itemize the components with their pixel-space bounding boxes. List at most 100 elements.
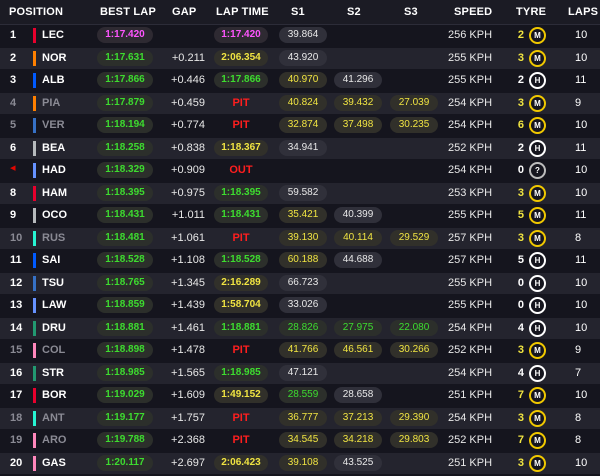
tyre-age: 2 xyxy=(517,141,524,154)
sector-2-time: 39.432 xyxy=(334,94,382,111)
table-row[interactable]: ◂ HAD 1:18.329 +0.909 OUT 254 KPH 0? 10 xyxy=(0,160,600,181)
driver-code[interactable]: RUS xyxy=(42,231,66,244)
header-tyre[interactable]: TYRE xyxy=(516,6,547,18)
sector-3-time: 27.039 xyxy=(390,94,438,111)
best-lap-time: 1:17.879 xyxy=(97,94,153,111)
last-lap-time: 2:06.354 xyxy=(214,49,268,66)
table-row[interactable]: 17 BOR 1:19.029 +1.609 1:49.152 28.559 28.658 2… xyxy=(0,385,600,406)
driver-code[interactable]: HAM xyxy=(42,186,68,199)
tyre-age: 3 xyxy=(517,344,524,356)
driver-code[interactable]: NOR xyxy=(42,51,67,64)
tyre-compound-icon: M xyxy=(529,229,546,247)
team-color-bar xyxy=(33,73,36,88)
driver-code[interactable]: DRU xyxy=(42,321,66,334)
gap-to-leader: +1.565 xyxy=(171,366,205,379)
header-position[interactable]: POSITION xyxy=(9,6,64,18)
sector-1-time: 60.188 xyxy=(279,252,327,268)
sector-2-time: 46.561 xyxy=(334,342,382,358)
driver-code[interactable]: VER xyxy=(42,119,65,131)
lap-count: 10 xyxy=(575,119,588,131)
position-number: 8 xyxy=(10,186,17,199)
speed-trap: 252 KPH xyxy=(448,141,493,154)
table-row[interactable]: 18 ANT 1:19.177 +1.757 PIT 36.777 37.213 29.390… xyxy=(0,407,600,429)
lap-count: 10 xyxy=(575,186,588,199)
driver-code[interactable]: ARO xyxy=(42,434,67,446)
driver-code[interactable]: BOR xyxy=(42,389,67,401)
lap-count: 9 xyxy=(575,96,582,109)
last-lap-time: 1:18.985 xyxy=(214,364,268,381)
driver-code[interactable]: ANT xyxy=(42,411,65,424)
driver-code[interactable]: ALB xyxy=(42,74,65,86)
best-lap-time: 1:18.859 xyxy=(97,297,153,313)
sector-3-time: 29.390 xyxy=(390,409,438,426)
header-speed[interactable]: SPEED xyxy=(454,6,493,18)
speed-trap: 254 KPH xyxy=(448,321,493,334)
tyre-compound-icon: M xyxy=(529,409,546,427)
last-lap-time: PIT xyxy=(232,344,250,356)
sector-3-time: 29.529 xyxy=(390,229,438,246)
header-best-lap[interactable]: BEST LAP xyxy=(100,6,156,18)
table-row[interactable]: 20 GAS 1:20.117 +2.697 2:06.423 39.108 43.525 2… xyxy=(0,452,600,474)
lap-count: 10 xyxy=(575,276,588,289)
table-row[interactable]: 19 ARO 1:19.788 +2.368 PIT 34.545 34.218 29.803… xyxy=(0,430,600,451)
header-laps[interactable]: LAPS xyxy=(568,6,599,18)
speed-trap: 251 KPH xyxy=(448,389,493,401)
team-color-bar xyxy=(33,118,36,133)
table-row[interactable]: 1 LEC 1:17.420 1:17.420 39.864 256 KPH 2 M 10 xyxy=(0,25,600,46)
driver-code[interactable]: STR xyxy=(42,366,64,379)
table-row[interactable]: 15 COL 1:18.898 +1.478 PIT 41.766 46.561 30.266… xyxy=(0,340,600,361)
sector-1-time: 32.874 xyxy=(279,117,327,133)
team-color-bar xyxy=(33,185,36,201)
table-row[interactable]: 11 SAI 1:18.528 +1.108 1:18.528 60.188 44.688 2… xyxy=(0,250,600,271)
table-row[interactable]: 6 BEA 1:18.258 +0.838 1:18.367 34.941 252 KPH 2… xyxy=(0,137,600,159)
table-row[interactable]: 10 RUS 1:18.481 +1.061 PIT 39.130 40.114 29.529… xyxy=(0,227,600,249)
sector-1-time: 66.723 xyxy=(279,274,327,291)
last-lap-time: 1:17.866 xyxy=(214,72,268,88)
table-row[interactable]: 16 STR 1:18.985 +1.565 1:18.985 47.121 254 KPH… xyxy=(0,362,600,384)
driver-code[interactable]: COL xyxy=(42,344,66,356)
position-number: 5 xyxy=(10,119,17,131)
lap-count: 11 xyxy=(575,141,587,154)
gap-to-leader: +1.439 xyxy=(171,299,205,311)
driver-code[interactable]: TSU xyxy=(42,276,64,289)
speed-trap: 253 KPH xyxy=(448,186,493,199)
table-row[interactable]: 13 LAW 1:18.859 +1.439 1:58.704 33.026 255 KPH… xyxy=(0,295,600,316)
header-lap-time[interactable]: LAP TIME xyxy=(216,6,269,18)
header-s1[interactable]: S1 xyxy=(291,6,305,18)
sector-1-time: 28.826 xyxy=(279,319,327,336)
speed-trap: 255 KPH xyxy=(448,209,493,221)
table-row[interactable]: 9 OCO 1:18.431 +1.011 1:18.431 35.421 40.399 25… xyxy=(0,205,600,226)
team-color-bar xyxy=(33,163,36,178)
team-color-bar xyxy=(33,410,36,426)
table-row[interactable]: 3 ALB 1:17.866 +0.446 1:17.866 40.970 41.296 25… xyxy=(0,70,600,91)
speed-trap: 255 KPH xyxy=(448,299,493,311)
header-gap[interactable]: GAP xyxy=(172,6,197,18)
table-row[interactable]: 5 VER 1:18.194 +0.774 PIT 32.874 37.498 30.235 2… xyxy=(0,115,600,136)
speed-trap: 254 KPH xyxy=(448,164,493,176)
table-row[interactable]: 12 TSU 1:18.765 +1.345 2:16.289 66.723 255 KPH… xyxy=(0,272,600,294)
driver-code[interactable]: OCO xyxy=(42,209,68,221)
gap-to-leader: +0.838 xyxy=(171,141,205,154)
table-row[interactable]: 8 HAM 1:18.395 +0.975 1:18.395 59.582 253 KPH 3… xyxy=(0,182,600,204)
table-row[interactable]: 4 PIA 1:17.879 +0.459 PIT 40.824 39.432 27.039 2… xyxy=(0,92,600,114)
table-row[interactable]: 2 NOR 1:17.631 +0.211 2:06.354 43.920 255 KPH 3… xyxy=(0,47,600,69)
driver-code[interactable]: LAW xyxy=(42,299,67,311)
team-color-bar xyxy=(33,28,36,43)
header-s3[interactable]: S3 xyxy=(404,6,418,18)
header-s2[interactable]: S2 xyxy=(347,6,361,18)
team-color-bar xyxy=(33,298,36,313)
driver-code[interactable]: BEA xyxy=(42,141,66,154)
driver-code[interactable]: SAI xyxy=(42,254,61,266)
gap-to-leader: +0.446 xyxy=(171,74,205,86)
gap-to-leader: +1.108 xyxy=(171,254,205,266)
driver-code[interactable]: LEC xyxy=(42,29,64,41)
tyre-age: 5 xyxy=(517,254,524,266)
gap-to-leader: +1.461 xyxy=(171,321,205,334)
last-lap-time: 1:17.420 xyxy=(214,27,268,43)
driver-code[interactable]: GAS xyxy=(42,456,66,469)
lap-count: 10 xyxy=(575,389,588,401)
tyre-compound-icon: H xyxy=(529,319,546,337)
table-row[interactable]: 14 DRU 1:18.881 +1.461 1:18.881 28.826 27.975 2… xyxy=(0,317,600,339)
driver-code[interactable]: HAD xyxy=(42,164,66,176)
driver-code[interactable]: PIA xyxy=(42,96,61,109)
